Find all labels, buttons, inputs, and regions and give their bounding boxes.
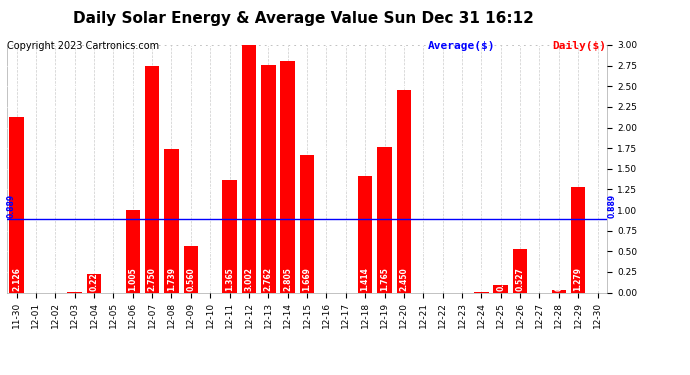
Text: 1.414: 1.414 [361,267,370,291]
Text: 1.279: 1.279 [573,267,582,291]
Bar [513,249,527,292]
Bar [87,274,101,292]
Text: 1.739: 1.739 [167,267,176,291]
Bar [358,176,373,292]
Text: 0.000: 0.000 [342,267,351,291]
Text: 1.005: 1.005 [128,267,137,291]
Text: 0.000: 0.000 [438,267,447,291]
Bar [571,187,585,292]
Text: 0.000: 0.000 [206,267,215,291]
Text: 0.003: 0.003 [477,267,486,291]
Bar [397,90,411,292]
Bar [222,180,237,292]
Text: 0.227: 0.227 [90,267,99,291]
Bar [145,66,159,292]
Text: 0.000: 0.000 [51,267,60,291]
Bar [280,61,295,292]
Text: 3.002: 3.002 [244,267,253,291]
Bar [126,210,140,292]
Text: 1.365: 1.365 [225,267,234,291]
Text: 2.126: 2.126 [12,267,21,291]
Text: 0.889: 0.889 [7,194,16,218]
Text: 2.750: 2.750 [148,267,157,291]
Text: 2.762: 2.762 [264,267,273,291]
Bar [164,149,179,292]
Text: 0.527: 0.527 [515,267,524,291]
Text: Copyright 2023 Cartronics.com: Copyright 2023 Cartronics.com [7,41,159,51]
Text: 0.009: 0.009 [70,267,79,291]
Bar [184,246,198,292]
Text: 0.000: 0.000 [419,267,428,291]
Text: Daily($): Daily($) [552,41,606,51]
Text: 2.450: 2.450 [400,267,408,291]
Text: 1.669: 1.669 [302,267,312,291]
Text: 1.765: 1.765 [380,267,389,291]
Text: 0.000: 0.000 [457,267,466,291]
Bar [10,117,24,292]
Text: 0.000: 0.000 [322,267,331,291]
Text: 0.031: 0.031 [554,267,563,291]
Text: Average($): Average($) [428,41,495,51]
Text: 0.000: 0.000 [593,267,602,291]
Text: 0.560: 0.560 [186,267,195,291]
Bar [377,147,392,292]
Text: 0.000: 0.000 [32,267,41,291]
Text: 0.889: 0.889 [607,194,616,218]
Bar [241,45,256,292]
Text: Daily Solar Energy & Average Value Sun Dec 31 16:12: Daily Solar Energy & Average Value Sun D… [73,11,534,26]
Text: 0.000: 0.000 [535,267,544,291]
Text: 0.090: 0.090 [496,267,505,291]
Bar [551,290,566,292]
Bar [261,64,275,292]
Bar [493,285,508,292]
Text: 2.805: 2.805 [283,267,292,291]
Bar [299,155,315,292]
Text: 0.000: 0.000 [109,267,118,291]
